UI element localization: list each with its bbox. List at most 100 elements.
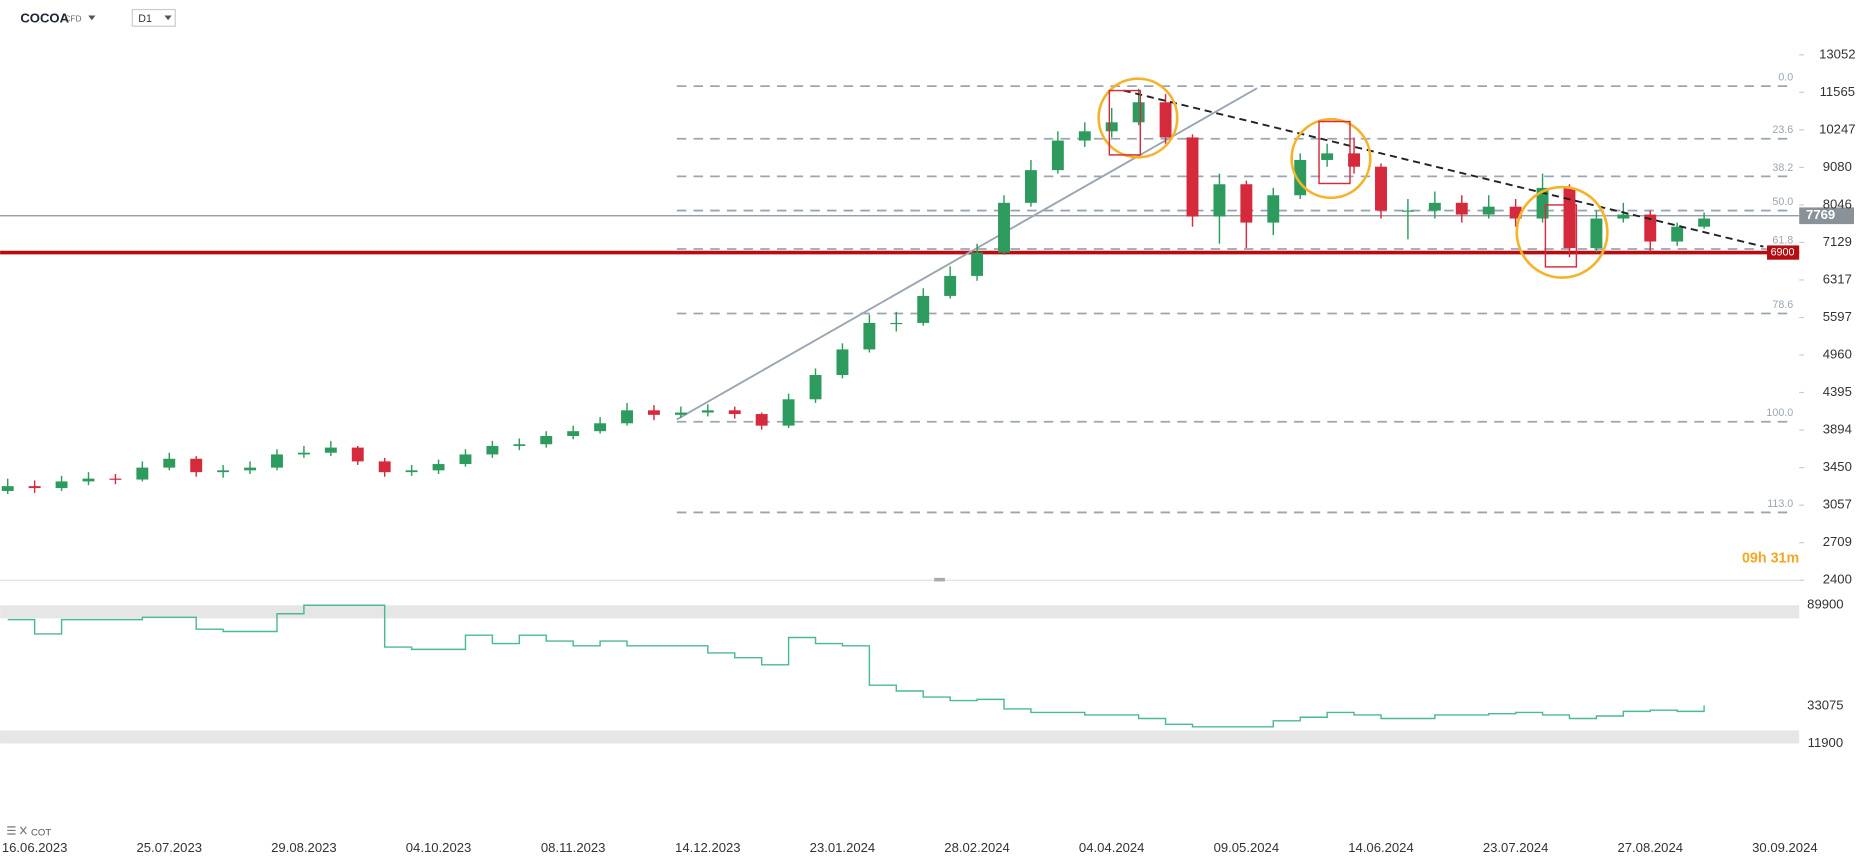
x-tick-label: 28.02.2024 — [944, 840, 1010, 855]
highlight-circle — [1097, 77, 1179, 159]
candle-body — [648, 410, 660, 415]
candle-body — [863, 322, 876, 350]
candle-body — [271, 454, 283, 468]
x-tick-label: 23.07.2024 — [1483, 840, 1549, 855]
candle-body — [405, 470, 418, 473]
candle-body — [1563, 187, 1576, 249]
candle-body — [782, 399, 795, 426]
candle-body — [1455, 202, 1468, 215]
candle-body — [378, 461, 391, 473]
downtrend-line — [1123, 89, 1764, 248]
interval-box — [131, 8, 176, 27]
last-price-label: 7769 — [1806, 207, 1835, 222]
extreme-band — [0, 605, 1800, 619]
x-tick-label: 23.01.2024 — [810, 840, 876, 855]
candle-body — [486, 445, 499, 455]
candle-body — [1428, 202, 1441, 211]
candle-body — [809, 375, 822, 400]
candle-body — [1401, 210, 1414, 212]
y-tick-label: 5597 — [1823, 309, 1852, 324]
close-icon — [19, 826, 27, 835]
y-tick-label: 11900 — [1808, 735, 1843, 750]
candle-body — [1294, 159, 1307, 196]
symbol: COCOA — [20, 11, 69, 26]
candle-body — [998, 202, 1010, 253]
candle-body — [459, 454, 472, 465]
candle-body — [244, 467, 257, 471]
x-tick-label: 08.11.2023 — [541, 840, 606, 855]
dropdown-arrow — [88, 15, 96, 21]
candle-body — [971, 252, 984, 276]
interval-selector[interactable]: D1 — [131, 8, 176, 27]
candle-body — [621, 410, 633, 424]
candle-body — [1213, 184, 1226, 217]
panel-resize-handle[interactable] — [934, 577, 945, 582]
highlight-box — [1318, 120, 1351, 185]
candle-body — [1671, 226, 1684, 242]
candle-body — [217, 470, 230, 473]
fib-level-label: 38.2 — [1772, 162, 1793, 174]
fib-level-label: 113.0 — [1767, 498, 1793, 510]
y-tick-label: 11565 — [1820, 84, 1855, 99]
symbol-selector[interactable]: COCOA CFD — [20, 11, 96, 26]
candle-body — [917, 295, 930, 323]
fib-level-label: 23.6 — [1772, 124, 1793, 136]
candle-body — [728, 410, 741, 415]
x-tick-label: 29.08.2023 — [271, 840, 337, 855]
candle-body — [1536, 187, 1549, 219]
x-tick-label: 14.06.2024 — [1348, 840, 1414, 855]
y-tick-label: 33075 — [1807, 697, 1843, 712]
indicator-name: COT — [31, 827, 51, 838]
candle-body — [136, 467, 149, 480]
candle-body — [1590, 218, 1603, 249]
candle-body — [82, 478, 95, 482]
y-tick-label: 3894 — [1823, 422, 1852, 437]
candle-body — [944, 275, 957, 296]
last-price-tag — [1799, 207, 1854, 225]
candle-body — [297, 452, 310, 455]
fib-level-label: 78.6 — [1772, 299, 1793, 311]
x-tick-label: 04.10.2023 — [406, 840, 472, 855]
indicator-legend[interactable]: COT — [7, 826, 51, 838]
candle-body — [890, 322, 903, 325]
x-tick-label: 14.12.2023 — [675, 840, 741, 855]
x-tick-label: 30.09.2024 — [1752, 840, 1818, 855]
support-tag — [1767, 245, 1800, 260]
candle-body — [836, 349, 849, 376]
candle-body — [1159, 102, 1172, 138]
x-tick-label: 09.05.2024 — [1214, 840, 1280, 855]
candle-body — [1644, 214, 1657, 242]
candle-body — [1267, 195, 1280, 223]
candle-body — [1482, 206, 1495, 215]
fib-level-label: 100.0 — [1766, 407, 1793, 419]
candle-body — [1105, 122, 1118, 132]
x-tick-label: 16.06.2023 — [2, 840, 68, 855]
y-tick-label: 3057 — [1823, 497, 1852, 512]
candle-body — [701, 410, 714, 413]
highlight-circle — [1515, 185, 1609, 279]
candle-body — [1348, 153, 1361, 167]
y-tick-label: 2400 — [1823, 572, 1852, 587]
candle-body — [163, 458, 176, 468]
x-tick-label: 25.07.2023 — [137, 840, 203, 855]
y-tick-label: 2709 — [1823, 534, 1852, 549]
candle-body — [432, 464, 445, 471]
candle-body — [594, 423, 607, 432]
candle-body — [1509, 206, 1522, 219]
highlight-circle — [1290, 117, 1372, 200]
extreme-band — [0, 730, 1800, 744]
candle-body — [513, 444, 526, 446]
candle-body — [1186, 137, 1199, 217]
y-tick-label: 7129 — [1823, 234, 1852, 249]
fib-level-label: 0.0 — [1778, 72, 1793, 84]
menu-icon — [7, 826, 16, 835]
candle-body — [190, 458, 203, 473]
y-tick-label: 6317 — [1823, 271, 1852, 286]
candle-body — [567, 431, 580, 437]
y-tick-label: 89900 — [1807, 597, 1843, 612]
candle-body — [1132, 102, 1145, 123]
y-tick-label: 10247 — [1819, 121, 1855, 136]
fib-level-label: 50.0 — [1772, 196, 1793, 208]
